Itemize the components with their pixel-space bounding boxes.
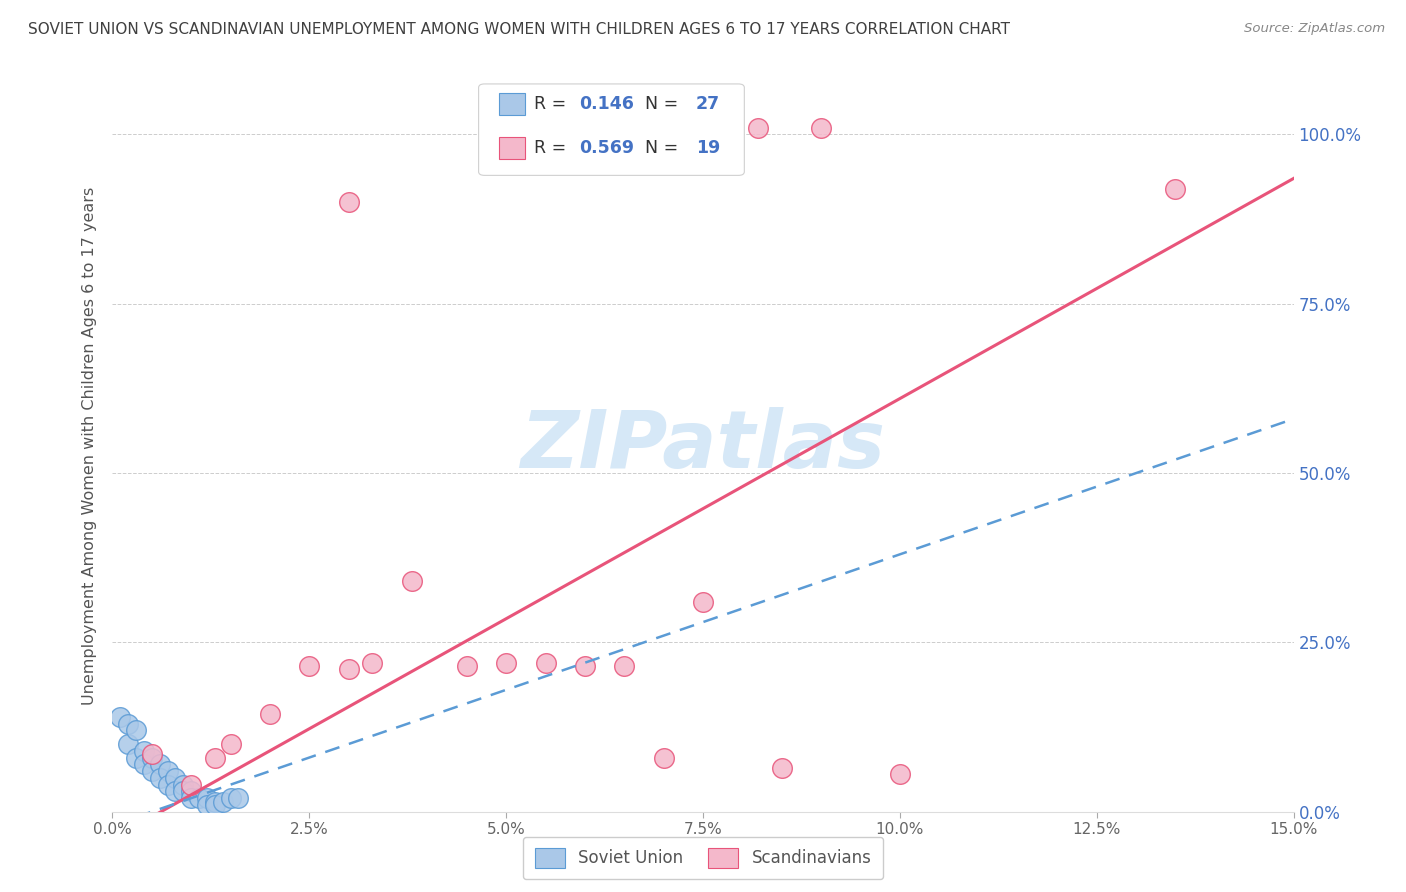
Text: ZIPatlas: ZIPatlas: [520, 407, 886, 485]
Point: [337, 195, 360, 210]
Point: [770, 761, 793, 775]
Point: [337, 663, 360, 677]
Y-axis label: Unemployment Among Women with Children Ages 6 to 17 years: Unemployment Among Women with Children A…: [82, 187, 97, 705]
Point: [298, 659, 321, 673]
Point: [401, 574, 423, 589]
Text: 0.146: 0.146: [579, 95, 634, 113]
Point: [204, 795, 226, 809]
Point: [219, 791, 242, 805]
Point: [747, 120, 769, 135]
Point: [117, 737, 139, 751]
Bar: [499, 94, 524, 115]
Point: [456, 659, 478, 673]
Point: [534, 656, 557, 670]
Point: [141, 764, 163, 778]
Point: [652, 750, 675, 764]
Point: [180, 791, 202, 805]
Point: [228, 791, 250, 805]
Point: [132, 744, 155, 758]
Point: [141, 747, 163, 761]
Text: N =: N =: [634, 138, 685, 157]
Point: [1164, 181, 1187, 195]
Point: [165, 771, 187, 785]
Text: R =: R =: [534, 95, 572, 113]
Point: [889, 767, 911, 781]
Point: [172, 784, 194, 798]
Point: [172, 778, 194, 792]
Text: Source: ZipAtlas.com: Source: ZipAtlas.com: [1244, 22, 1385, 36]
Point: [149, 771, 172, 785]
Text: SOVIET UNION VS SCANDINAVIAN UNEMPLOYMENT AMONG WOMEN WITH CHILDREN AGES 6 TO 17: SOVIET UNION VS SCANDINAVIAN UNEMPLOYMEN…: [28, 22, 1010, 37]
Point: [132, 757, 155, 772]
Legend: Soviet Union, Scandinavians: Soviet Union, Scandinavians: [523, 837, 883, 880]
Point: [692, 595, 714, 609]
Point: [141, 750, 163, 764]
Point: [180, 778, 202, 792]
Point: [574, 659, 596, 673]
Text: N =: N =: [634, 95, 685, 113]
Point: [211, 795, 233, 809]
Point: [195, 791, 218, 805]
Point: [188, 791, 211, 805]
Point: [180, 784, 202, 798]
Point: [149, 757, 172, 772]
Point: [810, 120, 832, 135]
Point: [204, 750, 226, 764]
Text: 27: 27: [696, 95, 720, 113]
Point: [495, 656, 517, 670]
Point: [125, 723, 148, 738]
FancyBboxPatch shape: [478, 84, 744, 176]
Point: [125, 750, 148, 764]
Point: [110, 710, 132, 724]
Point: [204, 797, 226, 812]
Point: [156, 778, 179, 792]
Bar: [499, 136, 524, 159]
Text: R =: R =: [534, 138, 572, 157]
Point: [195, 797, 218, 812]
Point: [165, 784, 187, 798]
Point: [259, 706, 281, 721]
Text: 19: 19: [696, 138, 720, 157]
Text: 0.569: 0.569: [579, 138, 634, 157]
Point: [156, 764, 179, 778]
Point: [613, 659, 636, 673]
Point: [117, 716, 139, 731]
Point: [361, 656, 384, 670]
Point: [219, 737, 242, 751]
